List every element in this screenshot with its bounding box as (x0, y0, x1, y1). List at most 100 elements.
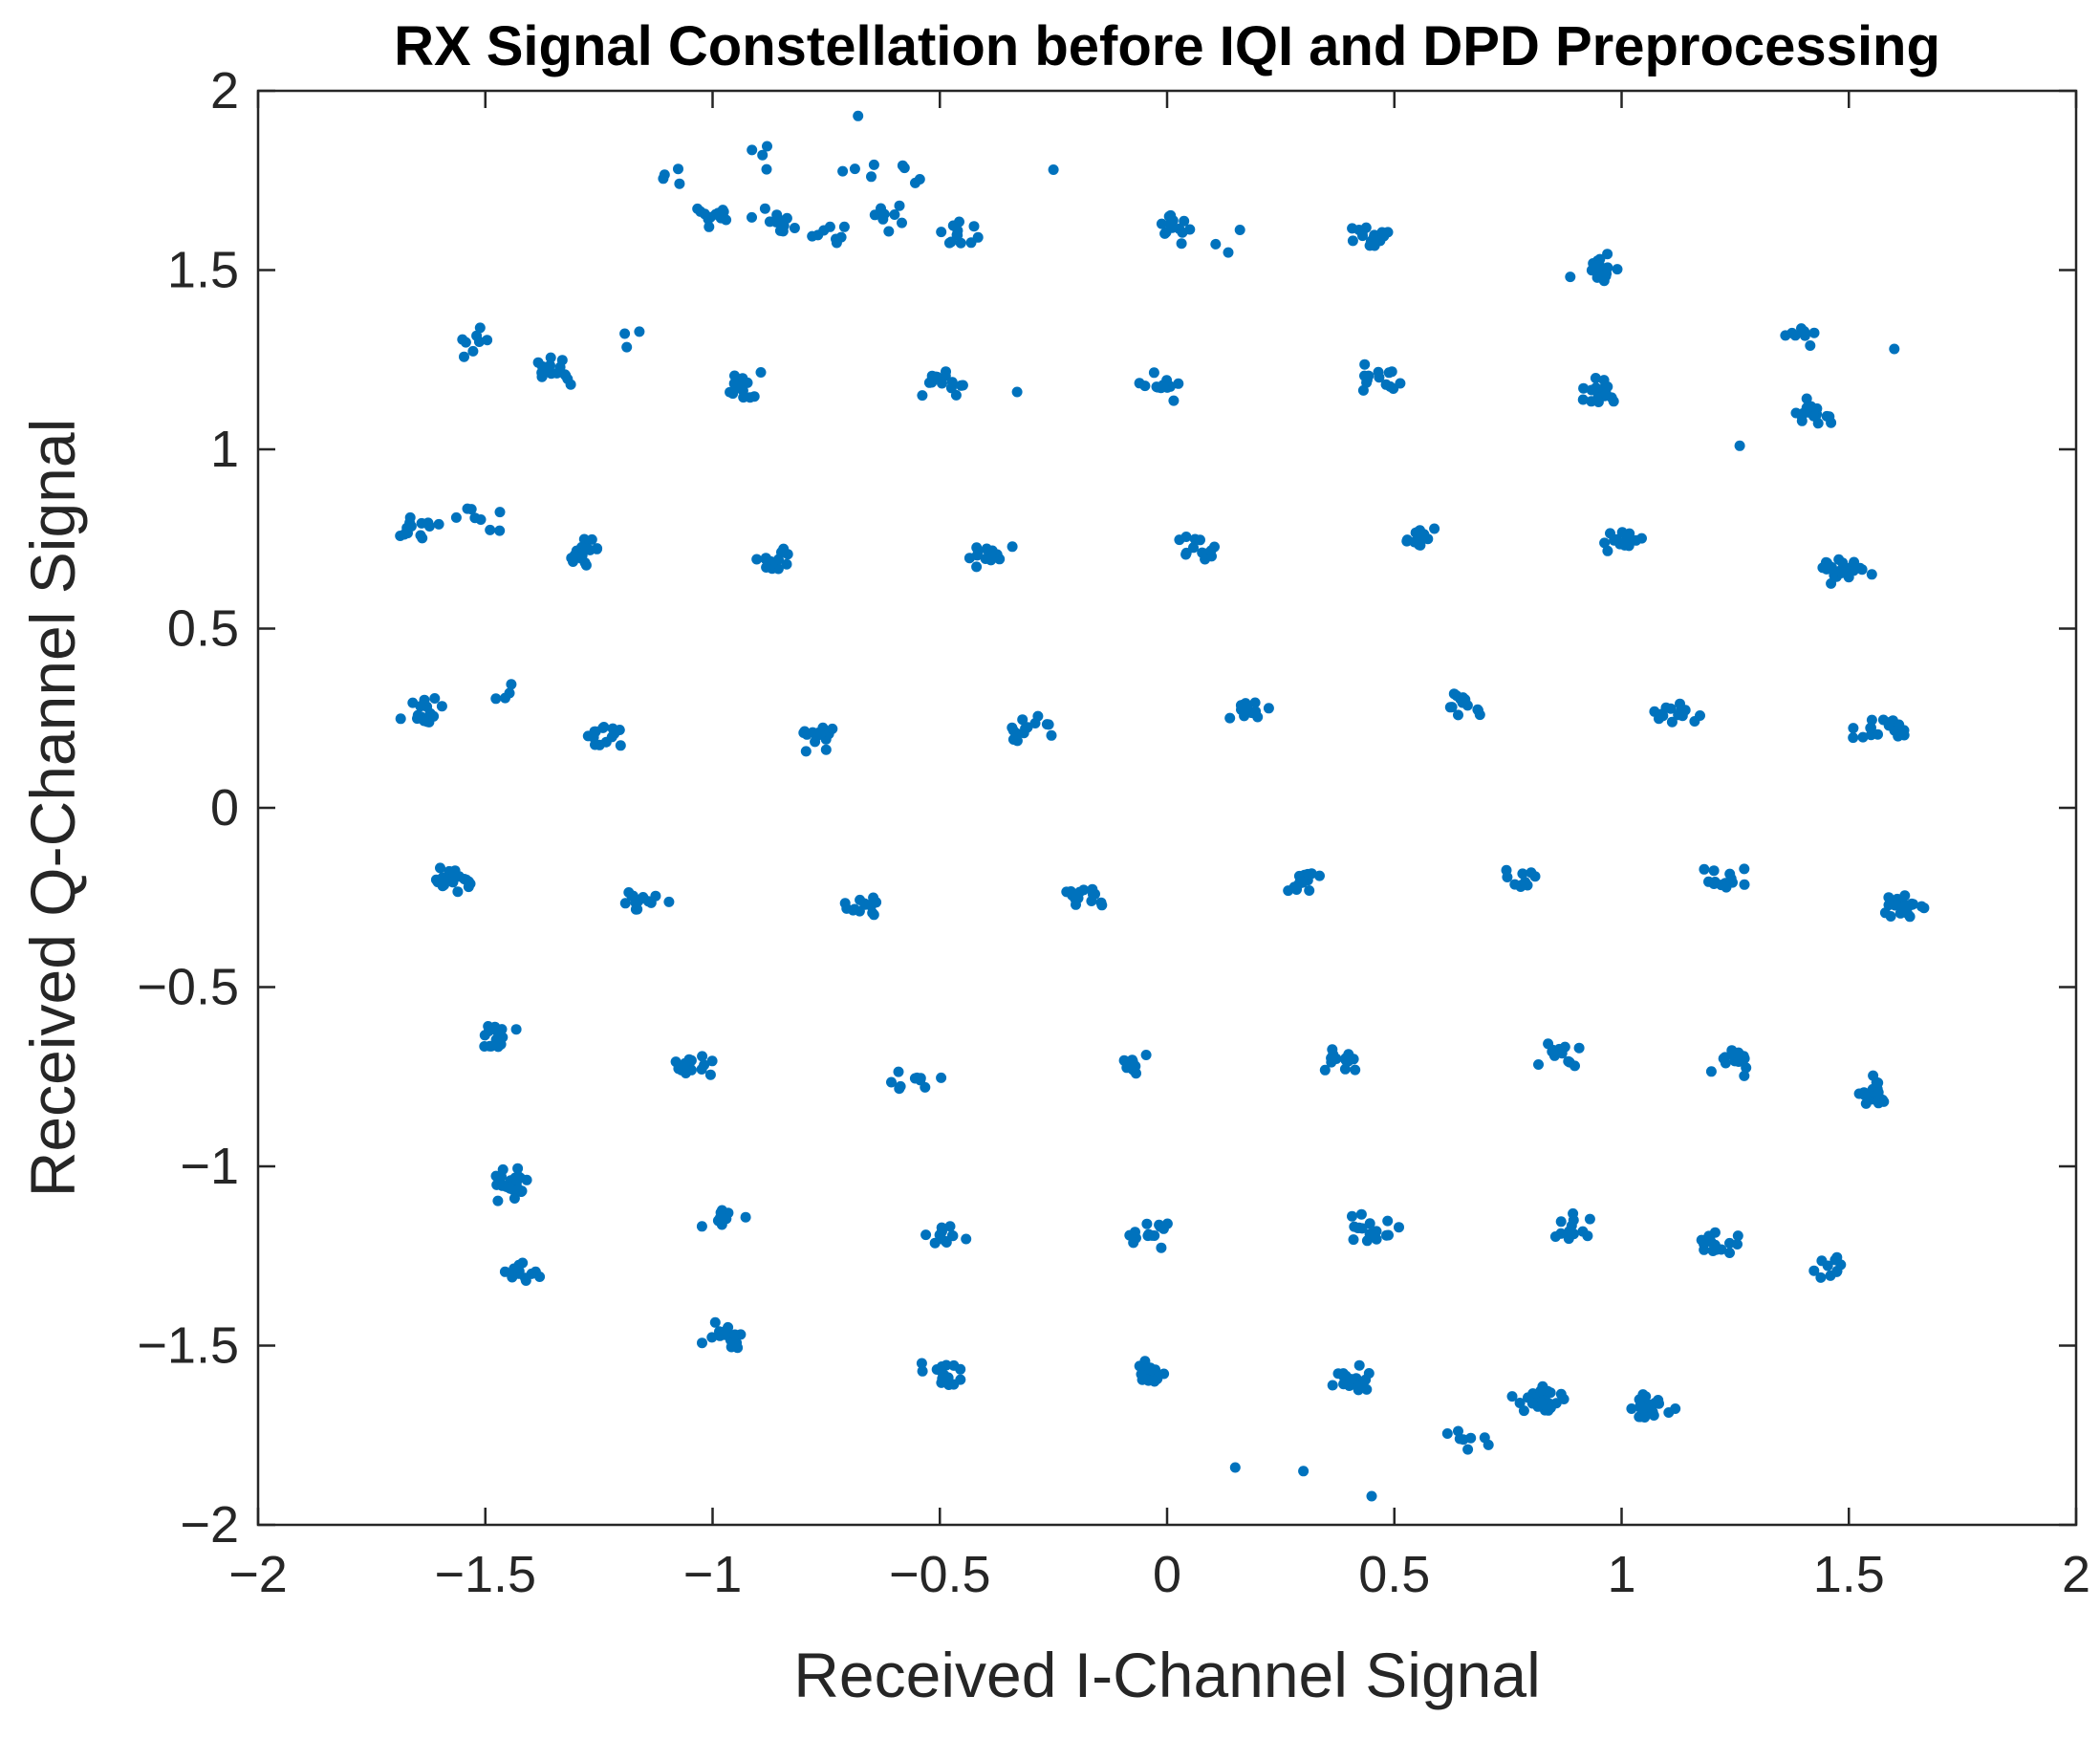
data-point (1711, 1244, 1722, 1255)
data-point (1356, 1223, 1368, 1234)
data-point (447, 877, 459, 888)
data-point (1586, 396, 1597, 407)
data-point (1590, 260, 1601, 272)
data-point (1619, 539, 1631, 551)
data-point (981, 543, 992, 554)
data-point (506, 679, 517, 690)
y-tick-label: −0.5 (137, 959, 239, 1016)
data-point (429, 693, 441, 704)
data-point (751, 554, 763, 565)
data-point (552, 367, 563, 379)
data-point (1833, 554, 1845, 565)
data-point (1733, 1056, 1744, 1067)
data-point (1545, 1387, 1556, 1399)
data-point (957, 380, 968, 391)
data-point (1599, 537, 1611, 549)
data-point (1883, 900, 1894, 911)
data-point (1304, 885, 1315, 896)
data-point (1017, 714, 1028, 726)
data-point (422, 517, 434, 529)
data-point (725, 1341, 737, 1353)
data-point (1739, 863, 1750, 875)
data-point (1381, 1229, 1392, 1241)
data-point (1848, 723, 1859, 734)
data-point (474, 322, 486, 334)
data-point (1046, 729, 1057, 741)
data-point (509, 1193, 520, 1204)
data-point (484, 1040, 495, 1052)
data-point (521, 1174, 532, 1185)
data-point (1724, 1237, 1735, 1249)
data-point (490, 1034, 502, 1045)
data-point (1298, 1466, 1310, 1477)
data-point (1673, 709, 1684, 721)
data-point (789, 223, 800, 233)
data-point (1418, 529, 1430, 540)
data-point (1155, 1221, 1166, 1232)
data-point (944, 1221, 956, 1232)
data-point (1808, 1265, 1820, 1276)
data-point (1465, 1432, 1477, 1444)
data-point (415, 701, 426, 712)
data-point (592, 543, 602, 554)
data-point (1177, 227, 1188, 238)
data-point (916, 1358, 927, 1369)
data-point (1130, 1227, 1140, 1238)
data-point (781, 558, 792, 570)
data-point (532, 357, 544, 368)
data-point (510, 1024, 522, 1035)
data-point (1479, 1432, 1490, 1444)
data-point (1806, 401, 1817, 412)
data-point (815, 728, 826, 740)
y-tick-label: 0.5 (167, 600, 239, 658)
data-point (837, 165, 849, 177)
data-point (1600, 271, 1612, 282)
data-point (1815, 1272, 1827, 1283)
data-point (1896, 728, 1908, 739)
data-point (1168, 395, 1180, 406)
data-point (1883, 892, 1894, 903)
data-point (935, 1364, 946, 1375)
data-point (1195, 534, 1205, 546)
data-point (1883, 720, 1894, 731)
data-point (1902, 902, 1914, 913)
data-point (1705, 1066, 1717, 1077)
data-point (589, 726, 600, 737)
axis-ticks: −2 −1.5 −1 −0.5 0 0.5 1 1.5 2 −2 −1.5 −1 −0.5 0 0.5 1 1.… (137, 62, 2090, 1603)
data-point (1048, 164, 1059, 175)
x-tick-label: 2 (2062, 1546, 2090, 1603)
data-point (1721, 881, 1732, 893)
data-point (1889, 343, 1900, 355)
data-point (479, 1030, 490, 1041)
data-point (520, 1275, 531, 1286)
data-point (771, 214, 783, 226)
data-point (961, 1233, 972, 1245)
data-point (1518, 1405, 1529, 1417)
data-point (1857, 731, 1869, 743)
data-point (1566, 1220, 1577, 1231)
data-point (936, 1072, 947, 1083)
data-point (1506, 1391, 1518, 1402)
data-point (747, 144, 758, 156)
data-point (1461, 700, 1473, 711)
data-point (1331, 1054, 1342, 1064)
data-point (1263, 703, 1274, 714)
data-point (580, 559, 592, 571)
data-point (436, 701, 447, 712)
chart-title: RX Signal Constellation before IQI and D… (394, 15, 1940, 77)
data-point (1616, 527, 1628, 538)
data-point (1363, 1368, 1375, 1379)
data-point (1156, 1242, 1167, 1253)
data-point (1724, 1248, 1735, 1258)
data-point (1180, 547, 1192, 558)
data-point (1549, 1231, 1561, 1242)
data-point (1860, 1098, 1872, 1109)
data-point (1149, 1376, 1160, 1387)
data-points (395, 110, 1930, 1502)
data-point (920, 1081, 931, 1093)
data-point (1602, 262, 1613, 273)
data-point (1205, 545, 1217, 556)
data-point (632, 903, 643, 915)
data-point (917, 1365, 928, 1377)
data-point (621, 341, 633, 353)
